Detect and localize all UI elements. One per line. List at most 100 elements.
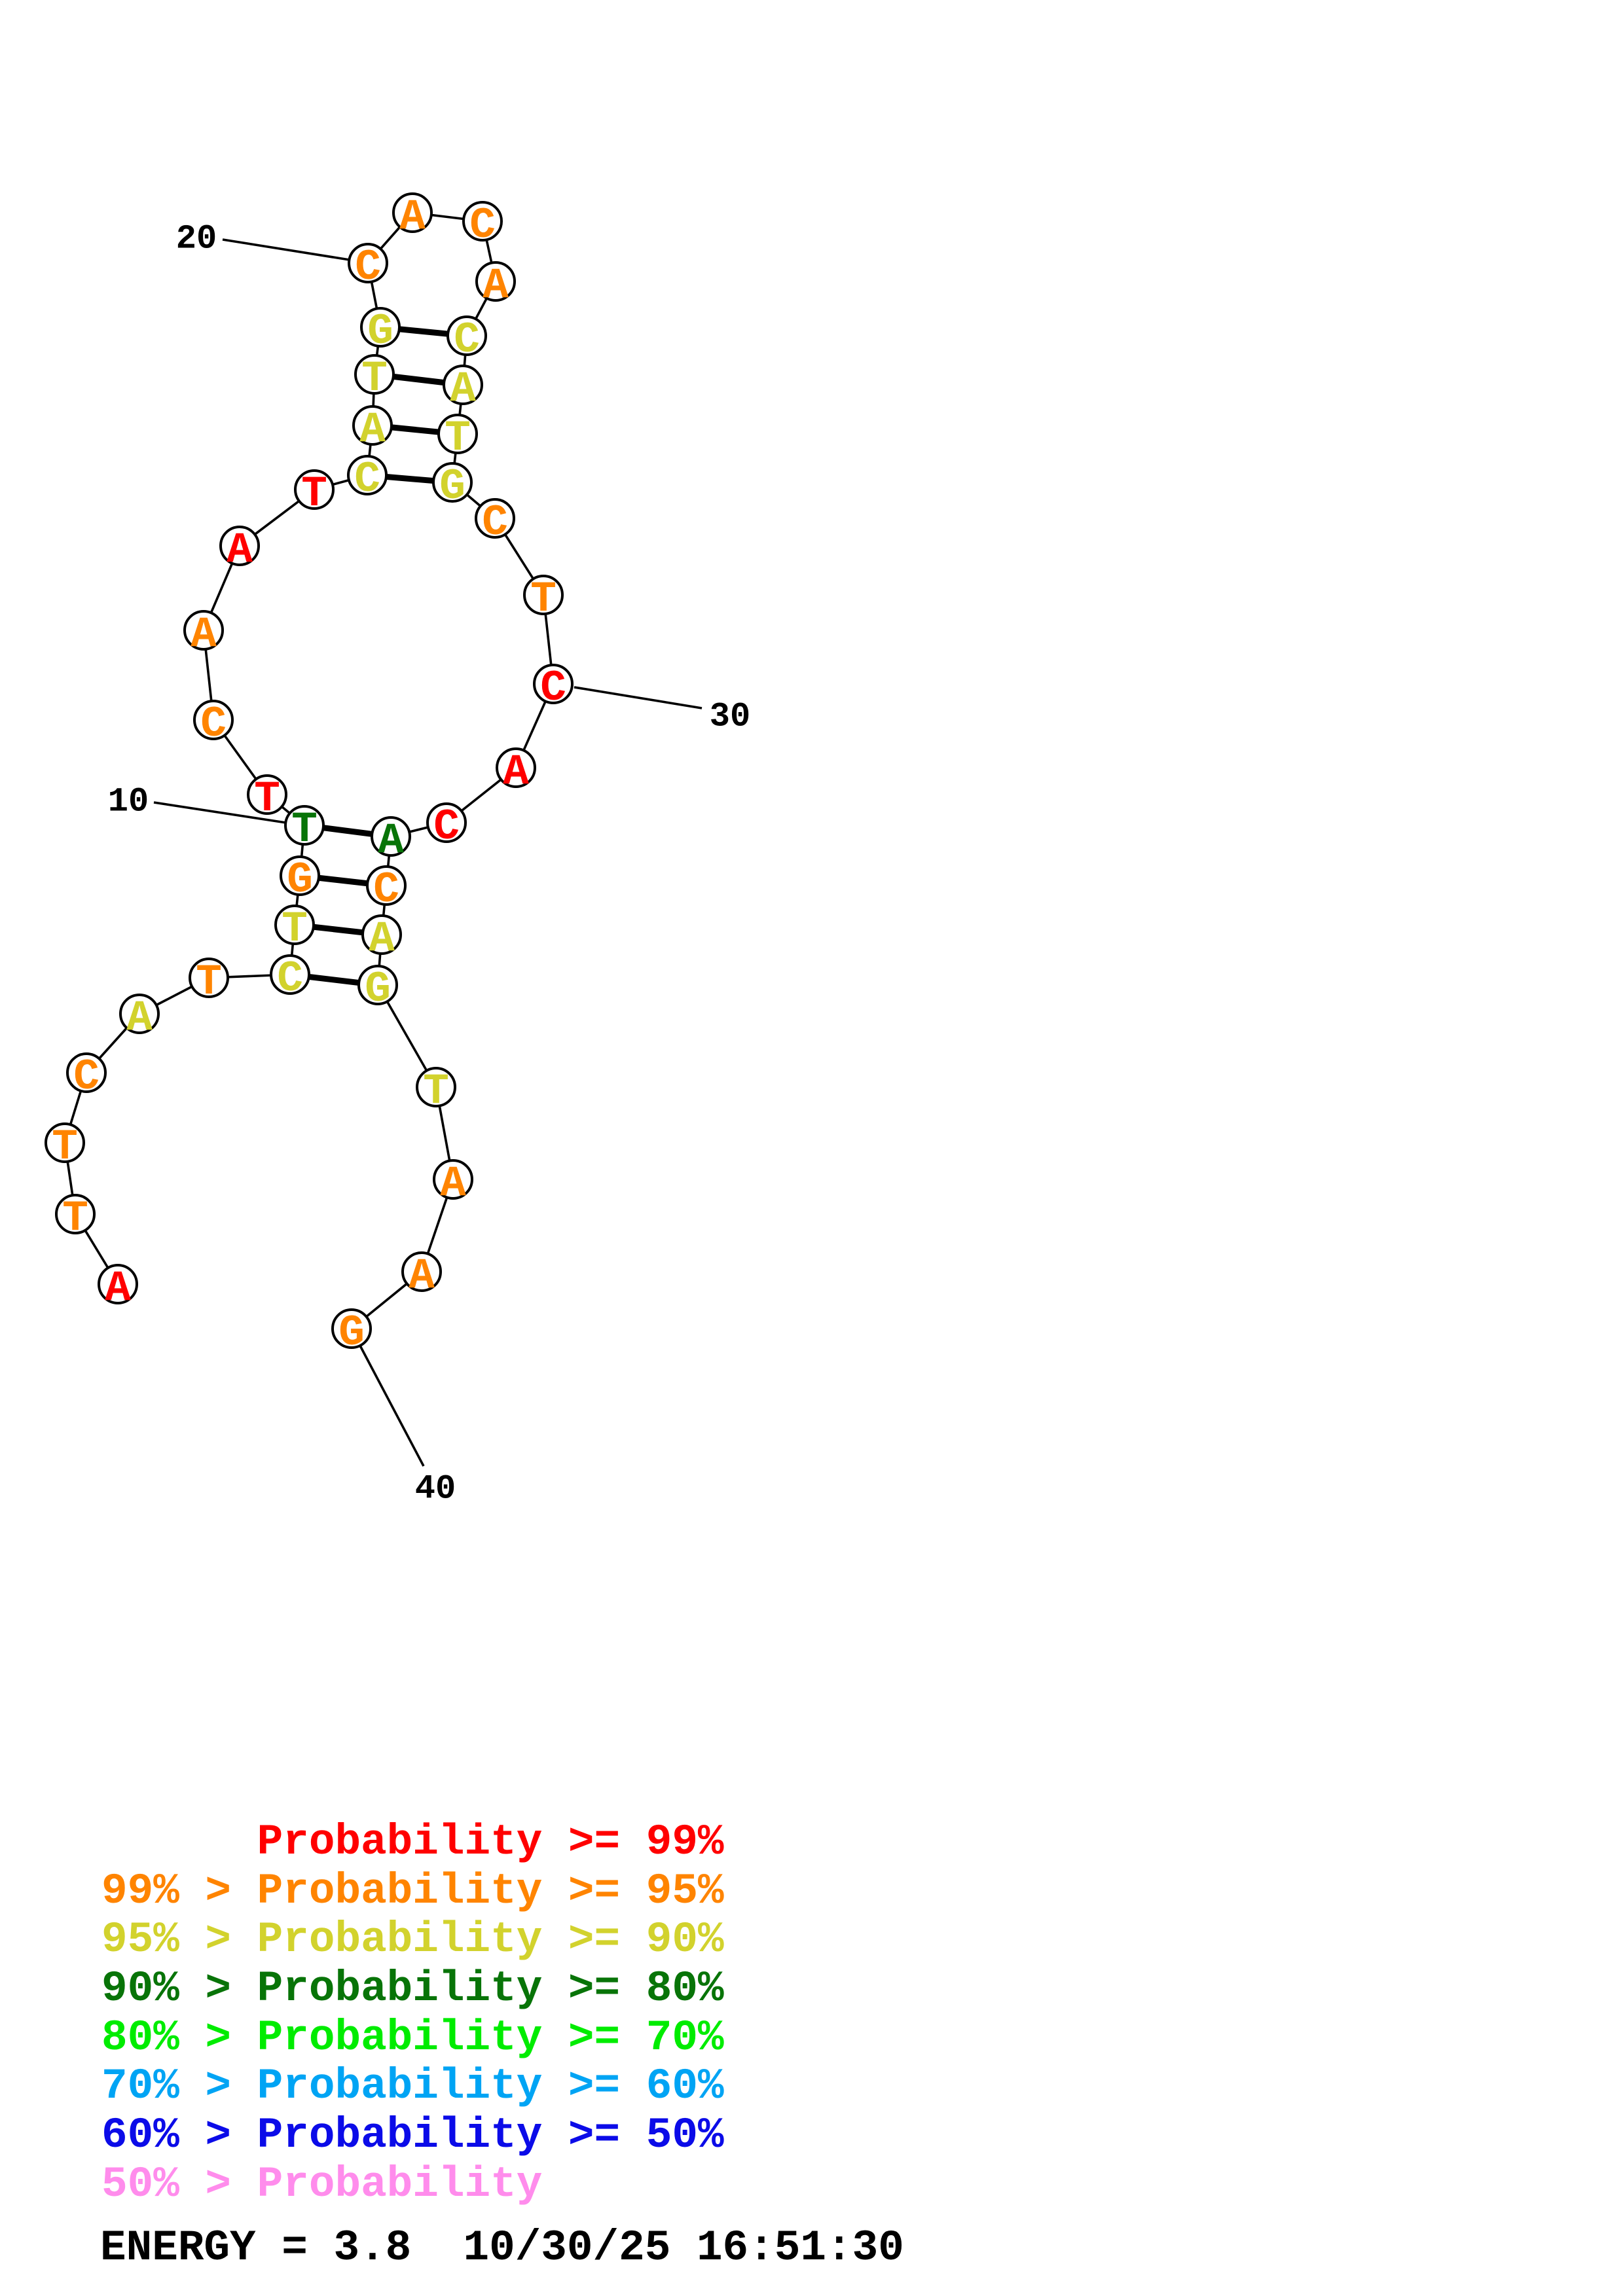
nucleotide-base-5: A [126,994,153,1043]
nucleotide-circle-37 [416,1067,456,1107]
nucleotide-base-21: A [399,192,426,242]
nucleotide-base-16: C [354,455,380,504]
nucleotide-circle-14 [219,526,260,566]
legend-row-p80: 90% > Probability >= 80% [101,1964,724,2014]
nucleotide-circle-21 [392,192,433,233]
nucleotide-base-32: C [433,802,460,852]
nucleotide-circle-22 [462,201,503,242]
nucleotide-base-17: A [359,405,386,454]
nucleotide-circle-34 [366,865,407,906]
nucleotide-circle-38 [433,1159,473,1200]
nucleotide-base-40: G [338,1308,365,1357]
nucleotide-base-37: T [423,1067,449,1116]
nucleotide-circle-32 [426,802,467,843]
nucleotide-circle-3 [45,1122,85,1163]
nucleotide-circle-20 [348,243,388,283]
nucleotide-base-18: T [361,354,388,403]
nucleotide-base-4: C [73,1052,100,1102]
nucleotide-circle-26 [437,414,478,454]
nucleotide-circle-27 [432,462,473,503]
nucleotide-base-35: A [369,914,395,963]
nucleotide-base-3: T [52,1122,78,1172]
nucleotide-circle-23 [475,261,516,302]
nucleotide-base-23: A [483,261,509,310]
leader-line-20 [222,238,350,261]
nucleotide-circle-17 [352,405,393,446]
nucleotide-base-33: A [378,816,404,865]
nucleotide-base-13: A [191,610,217,659]
legend-row-p70: 80% > Probability >= 70% [101,2013,724,2062]
nucleotide-circle-5 [119,994,160,1034]
nucleotide-base-25: A [450,365,476,414]
legend-row-p95: 99% > Probability >= 95% [101,1866,724,1916]
nucleotide-circle-39 [401,1251,442,1292]
position-label-40: 40 [415,1470,456,1509]
nucleotide-base-8: T [282,905,308,954]
legend-row-p60: 70% > Probability >= 60% [101,2062,724,2111]
nucleotide-base-10: T [291,805,318,854]
nucleotide-base-14: A [227,526,253,575]
leader-line-40 [359,1345,425,1467]
nucleotide-base-19: G [367,307,393,356]
legend-row-plt50: 50% > Probability [101,2159,543,2209]
energy-timestamp-label: ENERGY = 3.8 10/30/25 16:51:30 [100,2223,904,2272]
nucleotide-circle-11 [247,774,287,815]
nucleotide-circle-15 [294,469,335,510]
legend-row-p50: 60% > Probability >= 50% [101,2111,724,2161]
nucleotide-base-34: C [373,865,399,914]
nucleotide-circle-36 [357,965,398,1005]
position-label-10: 10 [108,783,149,821]
nucleotide-base-30: C [540,664,566,713]
nucleotide-circle-12 [193,700,234,740]
nucleotide-circle-9 [280,855,320,896]
nucleotide-circle-4 [66,1052,107,1093]
nucleotide-base-20: C [355,243,381,292]
leader-line-10 [153,801,287,824]
nucleotide-base-24: C [454,315,480,365]
nucleotide-base-1: A [105,1264,131,1313]
nucleotide-base-27: G [439,462,465,511]
probability-legend: Probability >= 99% 99% > Probability >= 9… [101,1818,724,2210]
nucleotide-base-36: G [365,965,391,1014]
nucleotide-circle-31 [496,747,536,788]
nucleotide-circle-40 [331,1308,372,1349]
nucleotide-base-7: C [277,954,303,1003]
nucleotide-base-22: C [469,201,496,250]
nucleotide-base-9: G [287,855,313,905]
nucleotide-circle-28 [475,498,515,539]
nucleotide-circle-24 [447,315,487,356]
nucleotide-circle-29 [523,575,564,615]
nucleotide-base-6: T [196,958,222,1007]
nucleotide-base-38: A [440,1159,466,1208]
nucleotide-base-28: C [482,498,508,547]
nucleotide-base-2: T [62,1194,88,1243]
nucleotide-base-31: A [503,747,529,797]
nucleotide-circle-6 [189,958,229,998]
nucleotide-circle-18 [354,354,395,395]
nucleotide-circle-7 [270,954,310,995]
nucleotide-circle-13 [183,610,224,651]
nucleotide-base-29: T [530,575,556,624]
nucleotide-circle-19 [360,307,401,348]
nucleotide-circle-16 [347,455,388,495]
nucleotide-circle-33 [371,816,411,857]
nucleotide-circle-8 [274,905,315,945]
position-label-20: 20 [176,220,217,259]
nucleotide-base-11: T [254,774,280,823]
nucleotide-base-26: T [445,414,471,463]
legend-row-p99: Probability >= 99% [257,1818,724,1867]
legend-row-p90: 95% > Probability >= 90% [101,1915,724,1965]
nucleotide-circle-30 [533,664,574,704]
nucleotide-base-39: A [409,1251,435,1300]
nucleotide-circle-2 [55,1194,96,1234]
nucleotide-circle-25 [443,365,483,405]
nucleotide-circle-10 [284,805,325,846]
leader-line-30 [574,686,702,709]
nucleotide-base-12: C [200,700,227,749]
nucleotide-circle-1 [98,1264,138,1304]
nucleotide-base-15: T [301,469,327,518]
position-label-30: 30 [710,698,750,736]
nucleotide-circle-35 [361,914,402,955]
